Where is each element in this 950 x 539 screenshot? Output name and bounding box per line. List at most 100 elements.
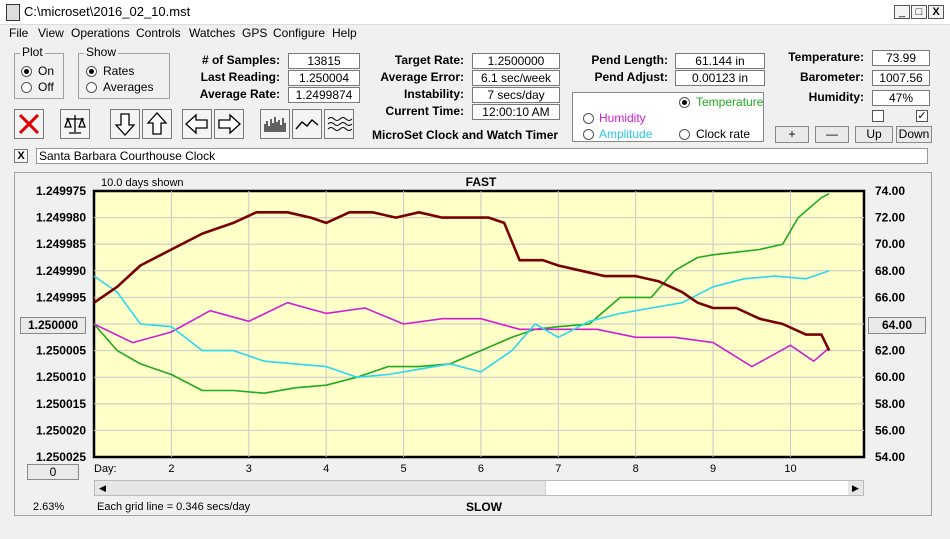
down-arrow-button[interactable] xyxy=(110,109,140,139)
line-view-button[interactable] xyxy=(292,109,322,139)
menu-gps[interactable]: GPS xyxy=(242,26,268,40)
plus-button[interactable]: + xyxy=(775,126,809,143)
grid-note: Each grid line = 0.346 secs/day xyxy=(97,501,251,513)
menu-configure[interactable]: Configure xyxy=(273,26,326,40)
clock-rate-overlay-label: Clock rate xyxy=(696,127,751,141)
x-axis-prefix: Day: xyxy=(94,463,117,475)
menu-file[interactable]: File xyxy=(9,26,29,40)
x-tick-label: 5 xyxy=(400,463,406,475)
amplitude-overlay-radio[interactable] xyxy=(583,129,594,140)
left-tick-label: 1.250020 xyxy=(36,423,86,437)
pend-adjust-value: 0.00123 in xyxy=(675,70,765,86)
clear-clock-button[interactable]: X xyxy=(14,149,28,163)
pend-length-value[interactable]: 61.144 in xyxy=(675,53,765,69)
menu-controls[interactable]: Controls xyxy=(136,26,181,40)
current-time-value: 12:00:10 AM xyxy=(472,104,560,120)
last-reading-value: 1.250004 xyxy=(288,70,360,86)
temperature-label: Temperature: xyxy=(788,50,864,64)
target-rate-value[interactable]: 1.2500000 xyxy=(472,53,560,69)
x-tick-label: 10 xyxy=(784,463,796,475)
close-button[interactable]: X xyxy=(928,5,944,19)
rate-series-line xyxy=(93,211,831,352)
right-center-value-box[interactable]: 64.00 xyxy=(868,317,926,334)
plot-on-radio[interactable] xyxy=(21,66,32,77)
plot-off-label: Off xyxy=(38,80,54,94)
average-rate-value: 1.2499874 xyxy=(288,87,360,103)
right-tick-label: 72.00 xyxy=(875,211,905,225)
pend-adjust-label: Pend Adjust: xyxy=(594,70,668,84)
line-graph-icon xyxy=(295,119,319,130)
barometer-value: 1007.56 xyxy=(872,70,930,86)
humidity-value: 47% xyxy=(872,90,930,106)
menu-bar: File View Operations Controls Watches GP… xyxy=(0,24,950,42)
window-title: C:\microset\2016_02_10.mst xyxy=(24,4,191,19)
right-tick-label: 70.00 xyxy=(875,237,905,251)
show-averages-radio[interactable] xyxy=(86,82,97,93)
minus-button[interactable]: — xyxy=(815,126,849,143)
scales-icon xyxy=(64,115,86,134)
left-tick-label: 1.249975 xyxy=(36,184,86,198)
maximize-button[interactable]: □ xyxy=(911,5,927,19)
left-arrow-button[interactable] xyxy=(182,109,212,139)
fast-label: FAST xyxy=(466,175,497,189)
right-tick-label: 68.00 xyxy=(875,264,905,278)
show-averages-label: Averages xyxy=(103,80,154,94)
show-rates-radio[interactable] xyxy=(86,66,97,77)
wave-view-button[interactable] xyxy=(324,109,354,139)
barometer-label: Barometer: xyxy=(799,70,864,84)
average-error-value: 6.1 sec/week xyxy=(472,70,560,86)
horizontal-scrollbar[interactable]: ◀ ▶ xyxy=(94,480,864,496)
scroll-left-icon[interactable]: ◀ xyxy=(99,483,106,493)
balance-button[interactable] xyxy=(60,109,90,139)
arrow-right-icon xyxy=(218,113,241,135)
left-tick-label: 1.250010 xyxy=(36,370,86,384)
scroll-right-icon[interactable]: ▶ xyxy=(852,483,859,493)
menu-watches[interactable]: Watches xyxy=(189,26,236,40)
humidity-overlay-radio[interactable] xyxy=(583,113,594,124)
menu-view[interactable]: View xyxy=(38,26,64,40)
scroll-thumb[interactable] xyxy=(545,481,848,495)
instability-label: Instability: xyxy=(403,87,464,101)
x-axis-ticks: 2 3 4 5 6 7 8 9 10 xyxy=(168,463,796,475)
menu-operations[interactable]: Operations xyxy=(71,26,130,40)
waves-icon xyxy=(327,117,353,131)
x-tick-label: 9 xyxy=(710,463,716,475)
down-button[interactable]: Down xyxy=(896,126,932,143)
up-arrow-button[interactable] xyxy=(142,109,172,139)
menu-help[interactable]: Help xyxy=(332,26,357,40)
x-tick-label: 2 xyxy=(168,463,174,475)
left-checkbox[interactable] xyxy=(872,110,884,122)
x-tick-label: 4 xyxy=(323,463,329,475)
show-rates-label: Rates xyxy=(103,64,135,78)
humidity-overlay-label: Humidity xyxy=(599,111,646,125)
left-center-value-box[interactable]: 1.250000 xyxy=(20,317,86,334)
current-time-label: Current Time: xyxy=(385,104,464,118)
left-tick-label: 1.250005 xyxy=(36,344,86,358)
right-arrow-button[interactable] xyxy=(214,109,244,139)
plot-off-radio[interactable] xyxy=(21,82,32,93)
pend-length-label: Pend Length: xyxy=(591,53,668,67)
overlay-selector xyxy=(572,92,764,142)
samples-value: 13815 xyxy=(288,53,360,69)
zero-offset-box[interactable]: 0 xyxy=(27,464,79,480)
x-tick-label: 7 xyxy=(555,463,561,475)
chart-panel xyxy=(14,172,932,516)
instability-value: 7 secs/day xyxy=(472,87,560,103)
temperature-overlay-radio[interactable] xyxy=(679,97,690,108)
clock-name-field[interactable]: Santa Barbara Courthouse Clock xyxy=(36,148,928,164)
app-icon xyxy=(6,4,20,21)
clock-rate-overlay-radio[interactable] xyxy=(679,129,690,140)
series-lines xyxy=(93,192,831,395)
x-tick-label: 8 xyxy=(633,463,639,475)
arrow-up-icon xyxy=(146,112,168,135)
up-button[interactable]: Up xyxy=(855,126,893,143)
amplitude-overlay-label: Amplitude xyxy=(599,127,653,141)
temperature-value: 73.99 xyxy=(872,50,930,66)
minimize-button[interactable]: _ xyxy=(894,5,910,19)
arrow-left-icon xyxy=(185,113,208,135)
right-tick-label: 56.00 xyxy=(875,423,905,437)
histogram-button[interactable] xyxy=(260,109,290,139)
delete-button[interactable] xyxy=(14,109,44,139)
right-checkbox[interactable]: ✓ xyxy=(916,110,928,122)
